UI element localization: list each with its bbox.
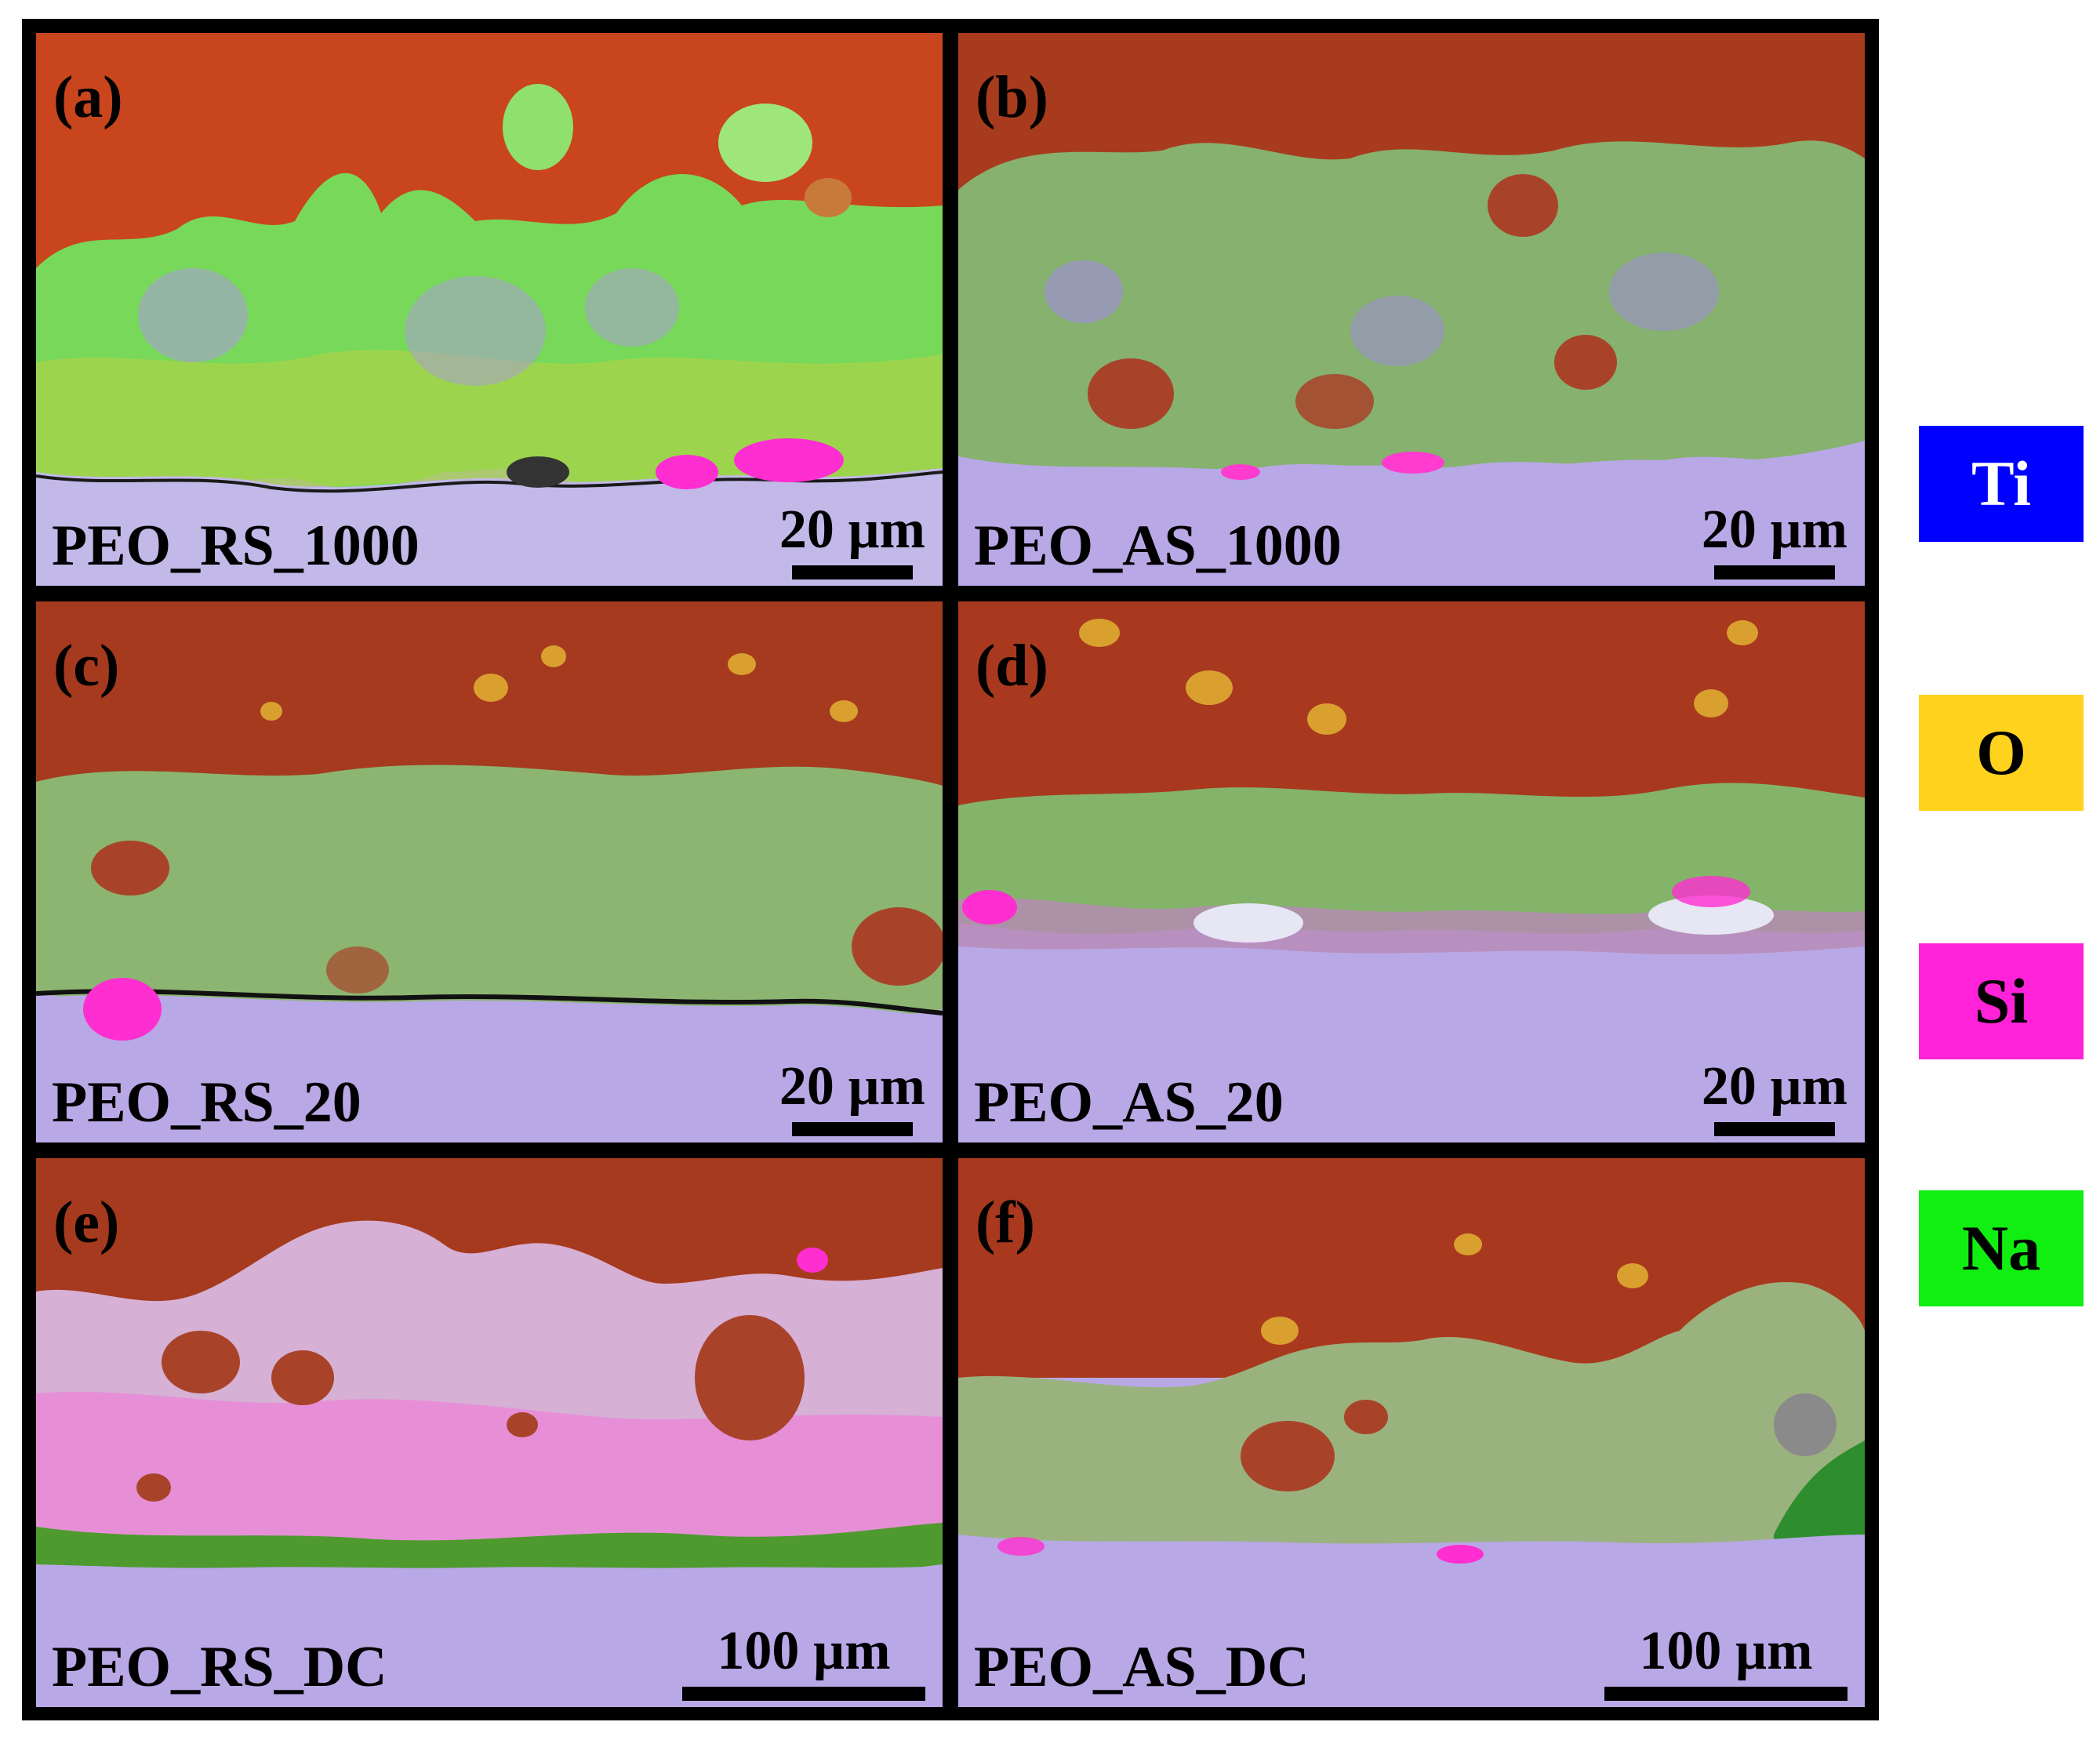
scale-label: 100 µm xyxy=(717,1621,891,1681)
legend-o: O xyxy=(1919,695,2084,811)
eds-map-image xyxy=(958,1158,1865,1707)
scale-bar-group: 100 µm xyxy=(682,1624,925,1701)
scale-label: 20 µm xyxy=(779,1056,925,1117)
scale-bar xyxy=(682,1687,925,1701)
panel-d: (d) PEO_AS_20 20 µm xyxy=(958,601,1865,1143)
panel-letter: (e) xyxy=(53,1190,120,1255)
eds-map-image xyxy=(36,601,943,1143)
eds-map-image xyxy=(36,33,943,586)
panel-letter: (c) xyxy=(53,633,120,699)
panel-letter: (b) xyxy=(976,64,1048,130)
sample-label: PEO_RS_DC xyxy=(52,1635,387,1699)
eds-map-image xyxy=(958,601,1865,1143)
panel-a: (a) PEO_RS_1000 20 µm xyxy=(36,33,943,586)
eds-map-image xyxy=(958,33,1865,586)
sample-label: PEO_AS_1000 xyxy=(974,514,1342,578)
scale-bar xyxy=(1713,565,1835,579)
scale-label: 20 µm xyxy=(1701,500,1847,560)
legend-label: Ti xyxy=(1971,448,2031,519)
figure-frame: (a) PEO_RS_1000 20 µm (b) PEO_AS_1000 20… xyxy=(22,19,1879,1720)
scale-bar xyxy=(791,1122,913,1136)
panel-c: (c) PEO_RS_20 20 µm xyxy=(36,601,943,1143)
scale-bar-group: 20 µm xyxy=(779,503,925,579)
sample-label: PEO_RS_20 xyxy=(52,1070,362,1135)
sample-label: PEO_AS_20 xyxy=(974,1070,1284,1135)
scale-bar xyxy=(791,565,913,579)
legend-label: O xyxy=(1976,717,2026,788)
scale-bar-group: 20 µm xyxy=(1702,1059,1847,1136)
panel-letter: (a) xyxy=(53,64,123,130)
scale-label: 100 µm xyxy=(1639,1621,1813,1681)
legend-label: Si xyxy=(1974,965,2029,1037)
sample-label: PEO_RS_1000 xyxy=(52,514,420,578)
legend-ti: Ti xyxy=(1919,426,2084,542)
scale-label: 20 µm xyxy=(1701,1056,1847,1117)
legend-na: Na xyxy=(1919,1190,2084,1306)
scale-bar-group: 20 µm xyxy=(1702,503,1847,579)
eds-map-image xyxy=(36,1158,943,1707)
panel-e: (e) PEO_RS_DC 100 µm xyxy=(36,1158,943,1707)
panel-letter: (f) xyxy=(976,1190,1035,1255)
panel-b: (b) PEO_AS_1000 20 µm xyxy=(958,33,1865,586)
scale-bar xyxy=(1713,1122,1835,1136)
scale-label: 20 µm xyxy=(779,500,925,560)
panel-f: (f) PEO_AS_DC 100 µm xyxy=(958,1158,1865,1707)
sample-label: PEO_AS_DC xyxy=(974,1635,1310,1699)
panel-letter: (d) xyxy=(976,633,1048,699)
scale-bar xyxy=(1604,1687,1847,1701)
scale-bar-group: 100 µm xyxy=(1604,1624,1847,1701)
scale-bar-group: 20 µm xyxy=(779,1059,925,1136)
legend-label: Na xyxy=(1961,1212,2041,1284)
legend-si: Si xyxy=(1919,943,2084,1059)
